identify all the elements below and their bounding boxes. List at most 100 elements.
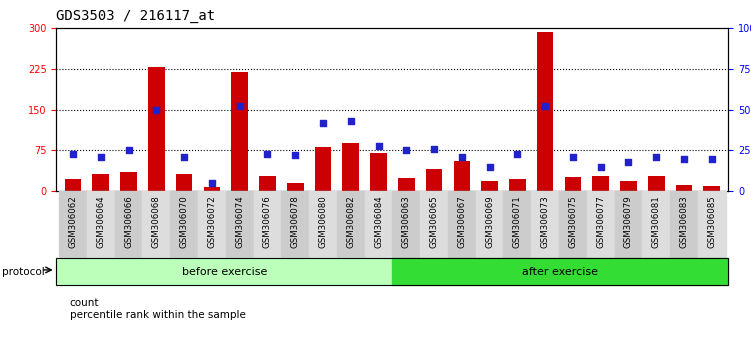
Text: count: count xyxy=(70,298,99,308)
Text: after exercise: after exercise xyxy=(523,267,599,277)
Text: GSM306078: GSM306078 xyxy=(291,196,300,249)
Text: GSM306082: GSM306082 xyxy=(346,196,355,249)
Point xyxy=(428,146,440,152)
Text: GSM306062: GSM306062 xyxy=(68,196,77,249)
Bar xyxy=(87,191,115,257)
Bar xyxy=(698,191,725,257)
Text: GSM306069: GSM306069 xyxy=(485,196,494,249)
Text: GSM306081: GSM306081 xyxy=(652,196,661,249)
Bar xyxy=(259,176,276,191)
Point xyxy=(372,143,385,148)
Bar xyxy=(426,170,442,191)
Text: GSM306074: GSM306074 xyxy=(235,196,244,249)
Bar xyxy=(65,179,81,191)
Point xyxy=(206,180,218,186)
Text: GSM306071: GSM306071 xyxy=(513,196,522,249)
Point xyxy=(706,156,718,161)
Point xyxy=(400,148,412,153)
Bar xyxy=(176,174,192,191)
Text: GSM306068: GSM306068 xyxy=(152,196,161,249)
Bar xyxy=(198,191,226,257)
Point xyxy=(511,151,523,156)
Bar xyxy=(170,191,198,257)
Text: GSM306067: GSM306067 xyxy=(457,196,466,249)
Bar xyxy=(254,191,282,257)
Point xyxy=(539,104,551,109)
Text: GSM306077: GSM306077 xyxy=(596,196,605,249)
Bar xyxy=(226,191,254,257)
Bar xyxy=(392,191,420,257)
Text: GSM306080: GSM306080 xyxy=(318,196,327,249)
Bar xyxy=(531,191,559,257)
Point xyxy=(234,104,246,109)
Bar xyxy=(115,191,143,257)
Bar xyxy=(587,191,614,257)
Bar xyxy=(509,179,526,191)
Point xyxy=(95,154,107,160)
Text: protocol: protocol xyxy=(2,267,45,277)
Bar xyxy=(204,187,220,191)
Text: GSM306072: GSM306072 xyxy=(207,196,216,249)
Point xyxy=(595,164,607,170)
Bar xyxy=(475,191,503,257)
Bar xyxy=(143,191,170,257)
Point xyxy=(317,120,329,126)
Bar xyxy=(148,67,164,191)
Bar xyxy=(59,191,87,257)
Bar xyxy=(448,191,475,257)
Point xyxy=(456,154,468,160)
Bar xyxy=(676,185,692,191)
Bar xyxy=(398,178,415,191)
Text: GSM306066: GSM306066 xyxy=(124,196,133,249)
Text: GSM306083: GSM306083 xyxy=(680,196,689,249)
Point xyxy=(623,159,635,165)
Point xyxy=(150,107,162,113)
Text: GSM306065: GSM306065 xyxy=(430,196,439,249)
Text: GSM306064: GSM306064 xyxy=(96,196,105,249)
Point xyxy=(122,148,134,153)
Bar xyxy=(337,191,365,257)
Point xyxy=(484,164,496,170)
Text: GSM306079: GSM306079 xyxy=(624,196,633,249)
Text: GSM306073: GSM306073 xyxy=(541,196,550,249)
Bar xyxy=(537,32,553,191)
Bar xyxy=(704,186,720,191)
Point xyxy=(650,154,662,160)
Bar xyxy=(392,258,728,285)
Bar xyxy=(481,181,498,191)
Text: before exercise: before exercise xyxy=(182,267,267,277)
Bar xyxy=(648,176,665,191)
Text: percentile rank within the sample: percentile rank within the sample xyxy=(70,310,246,320)
Bar xyxy=(559,191,587,257)
Point xyxy=(289,153,301,158)
Bar xyxy=(565,177,581,191)
Text: GSM306075: GSM306075 xyxy=(569,196,578,249)
Bar xyxy=(315,147,331,191)
Text: GSM306063: GSM306063 xyxy=(402,196,411,249)
Point xyxy=(261,151,273,156)
Bar xyxy=(642,191,670,257)
Bar xyxy=(503,191,531,257)
Text: GSM306084: GSM306084 xyxy=(374,196,383,249)
Bar xyxy=(370,153,387,191)
Bar xyxy=(593,176,609,191)
Bar xyxy=(342,143,359,191)
Point xyxy=(567,154,579,160)
Bar xyxy=(287,183,303,191)
Text: GDS3503 / 216117_at: GDS3503 / 216117_at xyxy=(56,9,216,23)
Bar xyxy=(454,161,470,191)
Point xyxy=(178,154,190,160)
Bar xyxy=(670,191,698,257)
Bar xyxy=(365,191,392,257)
Text: GSM306076: GSM306076 xyxy=(263,196,272,249)
Bar xyxy=(120,172,137,191)
Bar xyxy=(56,258,392,285)
Point xyxy=(345,118,357,124)
Bar xyxy=(420,191,448,257)
Bar xyxy=(620,181,637,191)
Bar xyxy=(282,191,309,257)
Point xyxy=(67,151,79,156)
Bar xyxy=(92,174,109,191)
Bar xyxy=(614,191,642,257)
Bar xyxy=(231,72,248,191)
